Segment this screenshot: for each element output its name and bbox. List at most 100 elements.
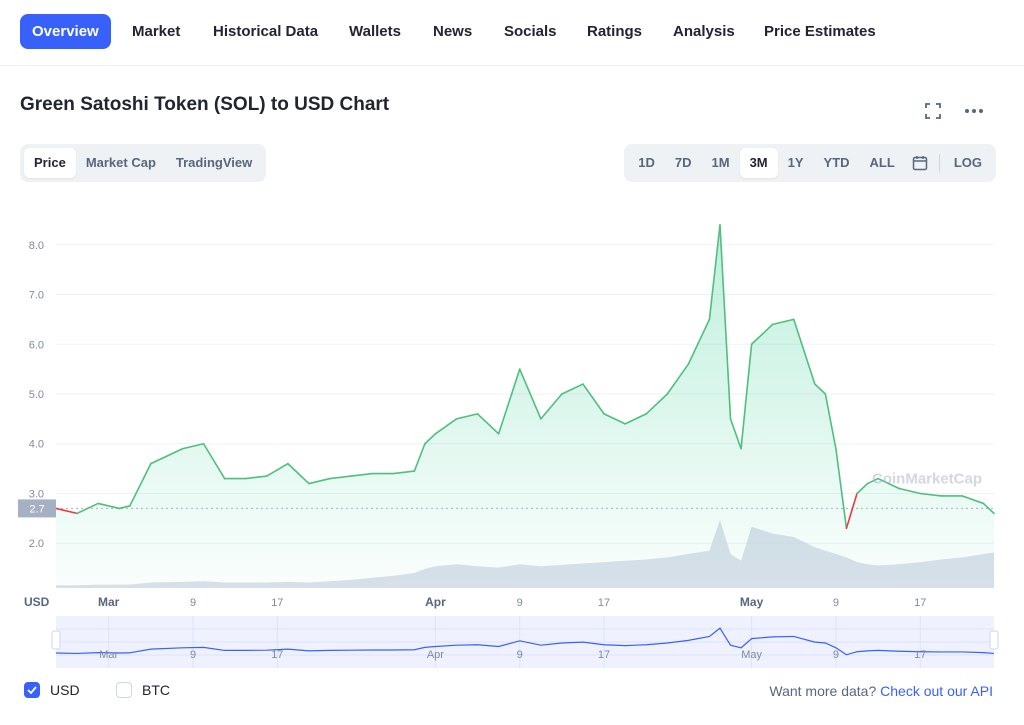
y-tick-label: 4.0 [29, 439, 44, 451]
price-segment [350, 472, 373, 477]
price-segment [877, 477, 900, 490]
price-segment [961, 495, 985, 505]
current-price-label: 2.7 [18, 499, 56, 518]
tab-overview[interactable]: Overview [20, 14, 111, 49]
price-segment [392, 470, 416, 475]
tab-ratings[interactable]: Ratings [587, 23, 643, 40]
price-segment [244, 475, 268, 480]
tab-wallets[interactable]: Wallets [349, 23, 401, 40]
x-tick-label: 17 [914, 597, 926, 609]
navigator-handle-right[interactable] [989, 630, 999, 650]
x-tick-label: 17 [271, 597, 283, 609]
checkbox-checked-icon[interactable] [24, 682, 40, 698]
price-segment [792, 318, 816, 385]
chart-type-price[interactable]: Price [24, 148, 76, 178]
price-segment [413, 442, 426, 472]
price-segment [740, 343, 753, 450]
price-segment [982, 502, 995, 515]
price-segment [455, 413, 479, 420]
price-segment [561, 383, 584, 395]
chart-type-tradingview[interactable]: TradingView [175, 155, 253, 170]
price-segment [866, 477, 879, 485]
navigator-tick-label: 17 [598, 649, 610, 661]
range-1y[interactable]: 1Y [787, 155, 804, 170]
tab-price-estimates[interactable]: Price Estimates [764, 23, 876, 40]
price-segment [308, 477, 331, 485]
navigator-tick-label: Mar [99, 649, 118, 661]
tab-analysis[interactable]: Analysis [673, 23, 735, 40]
y-tick-label: 5.0 [29, 389, 44, 401]
x-tick-label: May [740, 595, 764, 609]
svg-text:2.7: 2.7 [29, 503, 44, 515]
x-axis: Mar 9 17 Apr 9 17 May 9 17 [98, 595, 926, 609]
range-1m[interactable]: 1M [711, 155, 730, 170]
price-segment [582, 383, 605, 415]
navigator-tick-label: 9 [833, 649, 839, 661]
price-segment [729, 418, 742, 450]
y-tick-label: 7.0 [29, 290, 44, 302]
price-line [55, 224, 995, 530]
range-all[interactable]: ALL [869, 155, 895, 170]
price-segment [424, 432, 437, 445]
more-horizontal-icon[interactable] [963, 100, 985, 122]
price-segment [55, 507, 78, 515]
price-segment [856, 482, 869, 495]
currency-btc[interactable]: BTC [116, 682, 170, 698]
price-segment [540, 393, 563, 420]
price-segment [666, 363, 690, 395]
price-segment [97, 502, 121, 510]
x-tick-label: 9 [517, 597, 523, 609]
price-segment [824, 393, 837, 450]
currency-usd[interactable]: USD [24, 682, 80, 698]
range-7d[interactable]: 7D [674, 155, 692, 170]
x-axis-unit: USD [24, 595, 50, 609]
price-segment [645, 393, 669, 415]
range-1d[interactable]: 1D [638, 155, 655, 170]
chart-type-market-cap[interactable]: Market Cap [85, 155, 156, 170]
tab-market[interactable]: Market [132, 23, 181, 40]
chart-type-selector: Price Market Cap TradingView [20, 144, 267, 182]
price-segment [687, 318, 711, 365]
y-tick-label: 8.0 [29, 240, 44, 252]
price-segment [603, 413, 626, 425]
tab-historical-data[interactable]: Historical Data [213, 23, 319, 40]
range-selector: 1D 7D 1M 3M 1Y YTD ALL LOG [624, 144, 996, 182]
y-tick-label: 3.0 [29, 488, 44, 500]
price-segment [128, 462, 152, 507]
price-segment [434, 418, 458, 435]
range-ytd[interactable]: YTD [823, 155, 850, 170]
tab-socials[interactable]: Socials [504, 23, 557, 40]
price-chart[interactable]: 8.07.06.05.04.03.02.0 2.7 CoinMarketCap … [0, 190, 1024, 680]
price-segment [287, 462, 310, 485]
currency-usd-label: USD [50, 682, 80, 698]
api-link[interactable]: Check out our API [880, 683, 993, 699]
fullscreen-icon[interactable] [922, 100, 944, 122]
tab-news[interactable]: News [433, 23, 473, 40]
price-segment [476, 413, 500, 435]
price-segment [708, 224, 721, 321]
range-3m[interactable]: 3M [739, 148, 778, 178]
calendar-icon[interactable] [905, 148, 935, 178]
x-tick-label: 17 [598, 597, 610, 609]
navigator-handle-left[interactable] [51, 630, 61, 650]
price-segment [835, 447, 848, 530]
price-area [56, 224, 994, 588]
range-navigator[interactable]: Mar 9 17 Apr 9 17 May 9 17 [51, 616, 999, 668]
price-segment [76, 502, 99, 515]
navigator-tick-label: 9 [190, 649, 196, 661]
price-segment [202, 442, 226, 480]
x-tick-label: 9 [833, 597, 839, 609]
navigator-tick-label: 17 [271, 649, 283, 661]
x-tick-label: Apr [425, 595, 446, 609]
price-segment [497, 368, 521, 435]
checkbox-icon[interactable] [116, 682, 132, 698]
y-axis: 8.0 7.0 6.0 5.0 4.0 3.0 2.0 [29, 240, 44, 550]
price-segment [265, 462, 289, 477]
navigator-tick-label: 9 [517, 649, 523, 661]
price-segment [898, 487, 922, 495]
navigator-tick-label: 17 [914, 649, 926, 661]
range-divider [938, 154, 940, 172]
log-toggle[interactable]: LOG [953, 155, 982, 170]
navigator-tick-label: Apr [427, 649, 444, 661]
currency-btc-label: BTC [142, 682, 170, 698]
